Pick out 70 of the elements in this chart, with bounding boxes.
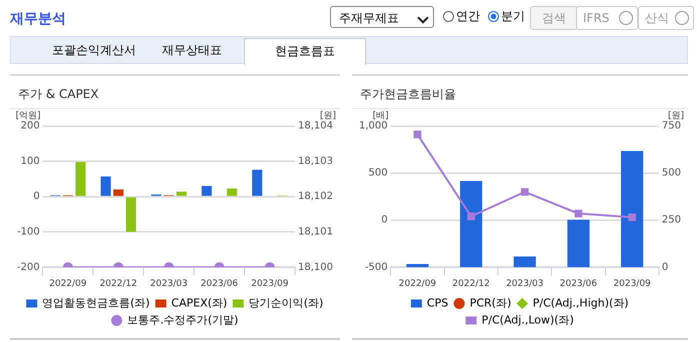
text: 연간 xyxy=(456,8,480,25)
bar xyxy=(406,264,429,268)
chart-title: 주가 & CAPEX xyxy=(18,86,99,103)
legend-label: P/C(Adj.,Low)(좌) xyxy=(482,313,574,326)
bar xyxy=(621,151,644,268)
y-tick-label: 500 xyxy=(368,168,388,179)
legend-label: P/C(Adj.,High)(좌) xyxy=(532,296,629,310)
y-axis-title: [배] xyxy=(372,110,389,121)
y-tick-label: 100 xyxy=(20,156,40,167)
bar xyxy=(252,170,262,196)
text: 현금흐름표 xyxy=(244,38,366,65)
legend-label: 보통주.수정주가(기말) xyxy=(127,313,238,326)
y2-tick-label: 0 xyxy=(662,262,668,273)
y2-tick-label: 250 xyxy=(662,214,682,226)
bar xyxy=(202,186,212,196)
bar xyxy=(75,162,86,196)
y-tick-label: 200 xyxy=(20,120,40,132)
legend-label: CAPEX(좌) xyxy=(171,296,228,310)
bar xyxy=(176,192,187,196)
x-tick-label: 2023/06 xyxy=(560,278,598,289)
text: IFRS xyxy=(576,6,638,30)
y2-tick-label: 750 xyxy=(662,120,682,132)
y-tick-label: -200 xyxy=(16,262,40,273)
text: 재무분석 xyxy=(10,10,66,28)
bar xyxy=(460,180,482,268)
point xyxy=(520,188,529,196)
y2-tick-label: 500 xyxy=(662,168,682,179)
text: 검색 xyxy=(530,6,578,30)
bar xyxy=(226,188,237,196)
point xyxy=(467,212,475,220)
chart-title: 주가현금흐름비율 xyxy=(360,86,456,103)
bar xyxy=(126,197,136,232)
x-tick-label: 2023/09 xyxy=(251,278,289,289)
y-tick-label: -500 xyxy=(364,262,388,273)
text: 주재무제표 xyxy=(330,6,434,28)
text: 포괄손익계산서 xyxy=(52,43,136,57)
y2-axis-title: [원] xyxy=(668,110,684,121)
x-tick-label: 2022/12 xyxy=(100,278,138,289)
point xyxy=(574,210,582,218)
y-axis-title: [억원] xyxy=(16,110,41,121)
y2-tick-label: 18,101 xyxy=(298,226,334,238)
y-tick-label: -100 xyxy=(16,226,40,238)
y-tick-label: 1,000 xyxy=(358,120,388,132)
bar xyxy=(567,220,590,268)
y2-tick-label: 18,100 xyxy=(298,262,334,273)
x-tick-label: 2022/09 xyxy=(398,278,436,289)
x-tick-label: 2022/09 xyxy=(49,278,87,289)
text: 분기 xyxy=(501,8,525,25)
y2-tick-label: 18,102 xyxy=(298,191,334,202)
bar xyxy=(113,190,124,196)
y-tick-label: 0 xyxy=(381,214,388,226)
y2-axis-title: [원] xyxy=(320,110,336,121)
x-tick-label: 2023/03 xyxy=(506,278,544,289)
x-tick-label: 2023/06 xyxy=(200,278,238,289)
text: 산식 xyxy=(638,6,694,30)
legend-label: CPS xyxy=(426,296,448,310)
point xyxy=(414,130,422,138)
legend-label: 영업활동현금흐름(좌) xyxy=(42,296,150,310)
bar xyxy=(100,176,111,196)
y2-tick-label: 18,104 xyxy=(298,120,334,132)
x-tick-label: 2023/09 xyxy=(613,278,652,289)
legend-label: 당기순이익(좌) xyxy=(248,296,324,310)
y2-tick-label: 18,103 xyxy=(298,156,334,167)
x-tick-label: 2023/03 xyxy=(150,278,188,289)
y-tick-label: 0 xyxy=(33,191,40,202)
text: 재무상태표 xyxy=(162,43,222,57)
x-tick-label: 2022/12 xyxy=(452,278,490,289)
bar xyxy=(514,256,536,268)
legend-label: PCR(좌) xyxy=(470,296,512,310)
point xyxy=(628,213,636,222)
